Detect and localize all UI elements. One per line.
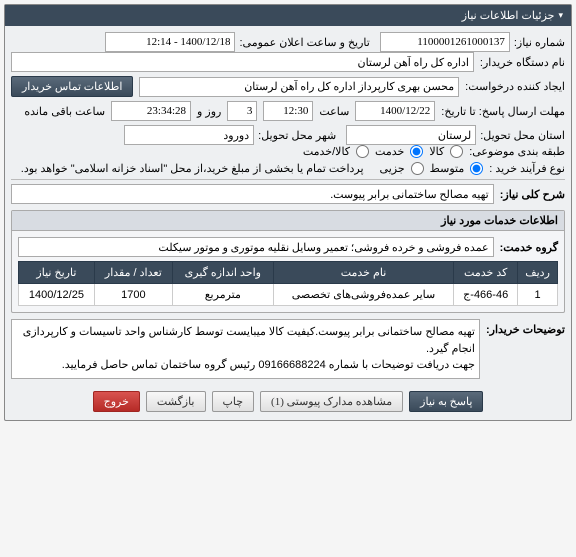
province-field <box>346 125 476 145</box>
th-name: نام خدمت <box>273 262 453 284</box>
td-date: 1400/12/25 <box>19 284 95 306</box>
td-qty: 1700 <box>94 284 172 306</box>
radio-kala[interactable] <box>450 145 463 158</box>
attachments-button[interactable]: مشاهده مدارک پیوستی (1) <box>260 391 403 412</box>
radio-khedmat-label: خدمت <box>375 145 404 158</box>
th-date: تاریخ نیاز <box>19 262 95 284</box>
subject-group-label: طبقه بندی موضوعی: <box>469 145 565 158</box>
process-note: پرداخت تمام یا بخشی از مبلغ خرید،از محل … <box>21 162 364 175</box>
requester-field <box>139 77 459 97</box>
days-label: روز و <box>197 105 221 118</box>
th-code: کد خدمت <box>454 262 518 284</box>
back-button[interactable]: بازگشت <box>146 391 206 412</box>
contact-info-button[interactable]: اطلاعات تماس خریدار <box>11 76 133 97</box>
services-panel-title: اطلاعات خدمات مورد نیاز <box>12 211 564 231</box>
table-header-row: ردیف کد خدمت نام خدمت واحد اندازه گیری ت… <box>19 262 558 284</box>
footer-buttons: پاسخ به نیاز مشاهده مدارک پیوستی (1) چاپ… <box>11 383 565 414</box>
radio-khedmat[interactable] <box>410 145 423 158</box>
td-code: 466-46-ج <box>454 284 518 306</box>
city-field <box>124 125 254 145</box>
panel-header: ▾ جزئیات اطلاعات نیاز <box>5 5 571 26</box>
need-title-field <box>11 184 494 204</box>
services-panel: اطلاعات خدمات مورد نیاز گروه خدمت: ردیف … <box>11 210 565 313</box>
exit-button[interactable]: خروج <box>93 391 140 412</box>
services-table: ردیف کد خدمت نام خدمت واحد اندازه گیری ت… <box>18 261 558 306</box>
td-row: 1 <box>518 284 558 306</box>
print-button[interactable]: چاپ <box>212 391 255 412</box>
buyer-org-label: نام دستگاه خریدار: <box>480 56 565 69</box>
td-name: سایر عمده‌فروشی‌های تخصصی <box>273 284 453 306</box>
panel-title: جزئیات اطلاعات نیاز <box>462 9 555 22</box>
service-group-label: گروه خدمت: <box>500 241 558 254</box>
table-row[interactable]: 1 466-46-ج سایر عمده‌فروشی‌های تخصصی متر… <box>19 284 558 306</box>
radio-jozi-label: جزیی <box>380 162 405 175</box>
remain-time-field <box>111 101 191 121</box>
collapse-icon[interactable]: ▾ <box>558 10 563 21</box>
deadline-date-field <box>355 101 435 121</box>
requester-label: ایجاد کننده درخواست: <box>465 80 565 93</box>
buyer-notes-box: تهیه مصالح ساختمانی برابر پیوست.کیفیت کا… <box>11 319 480 379</box>
public-announce-field <box>105 32 235 52</box>
need-number-field <box>380 32 510 52</box>
need-title-label: شرح کلی نیاز: <box>500 188 565 201</box>
radio-kalakhedmat-label: کالا/خدمت <box>303 145 350 158</box>
radio-khedmat-group: خدمت <box>375 145 423 158</box>
buyer-org-field <box>11 52 474 72</box>
th-unit: واحد اندازه گیری <box>172 262 273 284</box>
need-number-label: شماره نیاز: <box>514 36 565 49</box>
process-type-label: نوع فرآیند خرید : <box>489 162 565 175</box>
th-qty: تعداد / مقدار <box>94 262 172 284</box>
province-label: استان محل تحویل: <box>480 129 565 142</box>
deadline-label: مهلت ارسال پاسخ: تا تاریخ: <box>441 105 565 118</box>
city-label: شهر محل تحویل: <box>258 129 336 142</box>
remain-label: ساعت باقی مانده <box>24 105 105 118</box>
radio-motavaset[interactable] <box>470 162 483 175</box>
radio-kalakhedmat[interactable] <box>356 145 369 158</box>
time-label-1: ساعت <box>319 105 349 118</box>
td-unit: مترمربع <box>172 284 273 306</box>
separator-1 <box>11 179 565 180</box>
public-announce-label: تاریخ و ساعت اعلان عمومی: <box>239 36 369 49</box>
th-row: ردیف <box>518 262 558 284</box>
radio-kala-group: کالا <box>429 145 463 158</box>
radio-motavaset-group: متوسط <box>430 162 484 175</box>
days-field <box>227 101 257 121</box>
buyer-notes-label: توضیحات خریدار: <box>486 319 565 336</box>
deadline-time-field <box>263 101 313 121</box>
service-group-field <box>18 237 494 257</box>
respond-button[interactable]: پاسخ به نیاز <box>409 391 483 412</box>
radio-jozi[interactable] <box>411 162 424 175</box>
radio-motavaset-label: متوسط <box>430 162 465 175</box>
radio-jozi-group: جزیی <box>380 162 424 175</box>
radio-kala-label: کالا <box>429 145 444 158</box>
radio-kalakhedmat-group: کالا/خدمت <box>303 145 369 158</box>
main-panel: ▾ جزئیات اطلاعات نیاز شماره نیاز: تاریخ … <box>4 4 572 421</box>
